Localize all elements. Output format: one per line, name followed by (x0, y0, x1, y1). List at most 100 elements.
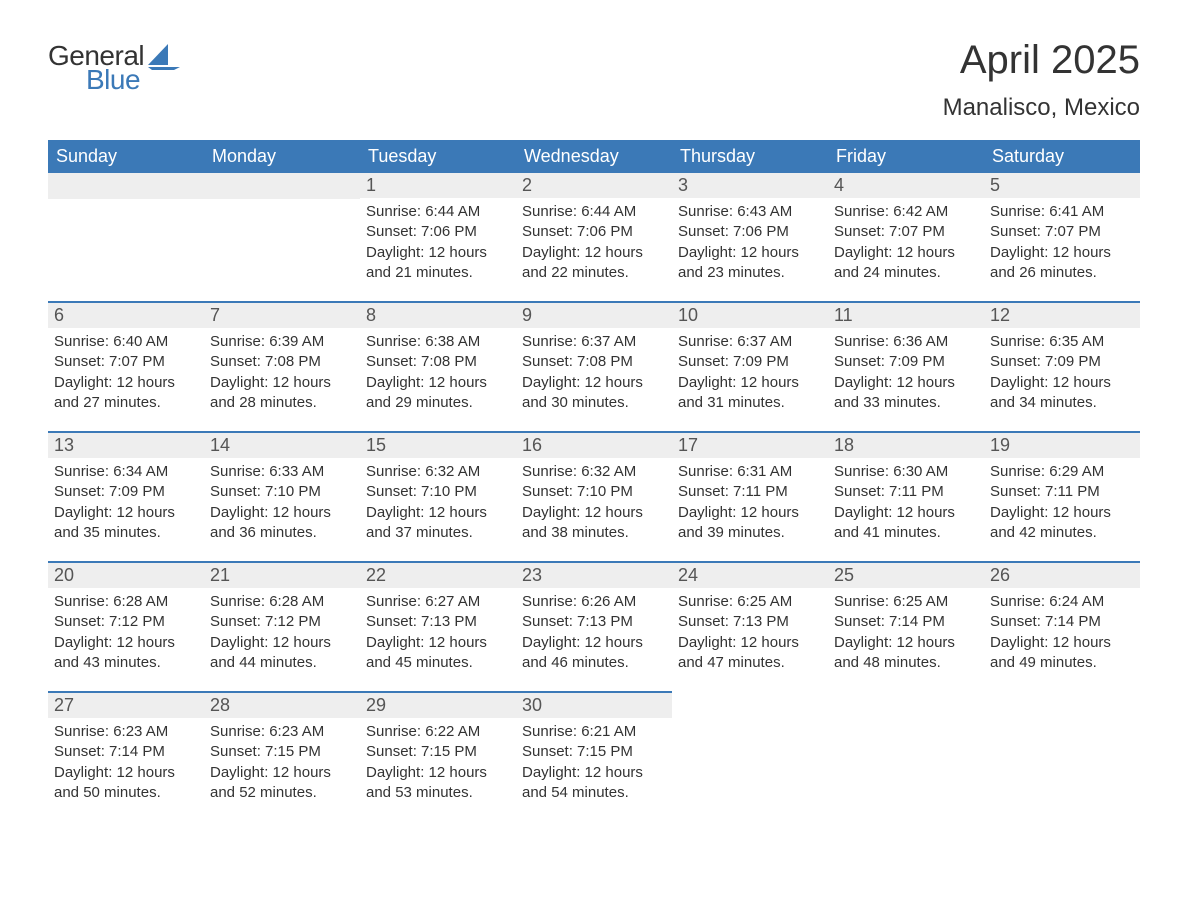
day-info: Sunrise: 6:39 AMSunset: 7:08 PMDaylight:… (210, 332, 354, 413)
day-info: Sunrise: 6:41 AMSunset: 7:07 PMDaylight:… (990, 202, 1134, 283)
day-info-line: Sunrise: 6:32 AM (366, 462, 510, 482)
day-info-line: Daylight: 12 hours (366, 373, 510, 393)
day-info-line: Sunset: 7:10 PM (366, 482, 510, 502)
day-info-line: Daylight: 12 hours (990, 243, 1134, 263)
day-info-line: and 29 minutes. (366, 393, 510, 413)
day-header: Wednesday (516, 140, 672, 173)
day-info-line: Sunrise: 6:31 AM (678, 462, 822, 482)
day-number: 5 (984, 173, 1140, 198)
day-info-line: Sunset: 7:12 PM (54, 612, 198, 632)
day-cell: 16Sunrise: 6:32 AMSunset: 7:10 PMDayligh… (516, 431, 672, 561)
day-number: 1 (360, 173, 516, 198)
day-number: 11 (828, 301, 984, 328)
day-info-line: and 33 minutes. (834, 393, 978, 413)
day-info: Sunrise: 6:28 AMSunset: 7:12 PMDaylight:… (54, 592, 198, 673)
day-info-line: Sunrise: 6:25 AM (834, 592, 978, 612)
day-info-line: Daylight: 12 hours (678, 373, 822, 393)
day-info-line: Daylight: 12 hours (210, 763, 354, 783)
day-info-line: and 24 minutes. (834, 263, 978, 283)
day-info-line: Sunset: 7:09 PM (990, 352, 1134, 372)
day-number: 23 (516, 561, 672, 588)
day-info-line: Daylight: 12 hours (366, 763, 510, 783)
day-info-line: Sunset: 7:10 PM (522, 482, 666, 502)
day-info: Sunrise: 6:36 AMSunset: 7:09 PMDaylight:… (834, 332, 978, 413)
day-info: Sunrise: 6:35 AMSunset: 7:09 PMDaylight:… (990, 332, 1134, 413)
day-info-line: Daylight: 12 hours (54, 503, 198, 523)
day-info-line: Sunrise: 6:28 AM (210, 592, 354, 612)
day-info-line: Sunset: 7:06 PM (678, 222, 822, 242)
day-number: 22 (360, 561, 516, 588)
day-number-blank (204, 173, 360, 199)
logo: General Blue (48, 40, 180, 96)
week-row: 27Sunrise: 6:23 AMSunset: 7:14 PMDayligh… (48, 691, 1140, 821)
day-info-line: Sunset: 7:11 PM (990, 482, 1134, 502)
day-cell: 22Sunrise: 6:27 AMSunset: 7:13 PMDayligh… (360, 561, 516, 691)
week-row: 13Sunrise: 6:34 AMSunset: 7:09 PMDayligh… (48, 431, 1140, 561)
day-number: 28 (204, 691, 360, 718)
day-cell: 24Sunrise: 6:25 AMSunset: 7:13 PMDayligh… (672, 561, 828, 691)
day-info: Sunrise: 6:34 AMSunset: 7:09 PMDaylight:… (54, 462, 198, 543)
day-header: Sunday (48, 140, 204, 173)
day-info-line: Sunset: 7:08 PM (366, 352, 510, 372)
day-info-line: Daylight: 12 hours (54, 763, 198, 783)
day-info-line: and 44 minutes. (210, 653, 354, 673)
day-info-line: Sunrise: 6:39 AM (210, 332, 354, 352)
day-info-line: and 41 minutes. (834, 523, 978, 543)
day-number: 30 (516, 691, 672, 718)
day-info-line: Sunrise: 6:23 AM (54, 722, 198, 742)
day-info-line: and 46 minutes. (522, 653, 666, 673)
day-info: Sunrise: 6:44 AMSunset: 7:06 PMDaylight:… (522, 202, 666, 283)
day-info-line: and 38 minutes. (522, 523, 666, 543)
day-info-line: and 54 minutes. (522, 783, 666, 803)
day-info-line: Sunrise: 6:22 AM (366, 722, 510, 742)
day-info-line: and 47 minutes. (678, 653, 822, 673)
day-info-line: Daylight: 12 hours (990, 633, 1134, 653)
day-info-line: Sunrise: 6:21 AM (522, 722, 666, 742)
day-info: Sunrise: 6:32 AMSunset: 7:10 PMDaylight:… (366, 462, 510, 543)
day-info-line: Sunset: 7:11 PM (678, 482, 822, 502)
day-info-line: Sunset: 7:09 PM (54, 482, 198, 502)
title-block: April 2025 Manalisco, Mexico (943, 40, 1140, 122)
day-info-line: and 23 minutes. (678, 263, 822, 283)
day-info-line: and 39 minutes. (678, 523, 822, 543)
day-info-line: Daylight: 12 hours (522, 503, 666, 523)
day-cell: 4Sunrise: 6:42 AMSunset: 7:07 PMDaylight… (828, 173, 984, 301)
day-cell: 29Sunrise: 6:22 AMSunset: 7:15 PMDayligh… (360, 691, 516, 821)
day-info-line: Sunrise: 6:44 AM (366, 202, 510, 222)
day-info-line: Daylight: 12 hours (990, 503, 1134, 523)
header: General Blue April 2025 Manalisco, Mexic… (48, 40, 1140, 122)
day-info: Sunrise: 6:29 AMSunset: 7:11 PMDaylight:… (990, 462, 1134, 543)
day-info-line: Sunrise: 6:24 AM (990, 592, 1134, 612)
day-info-line: Daylight: 12 hours (834, 243, 978, 263)
day-info-line: and 27 minutes. (54, 393, 198, 413)
day-info-line: Sunrise: 6:32 AM (522, 462, 666, 482)
day-info-line: Sunrise: 6:26 AM (522, 592, 666, 612)
day-header-row: SundayMondayTuesdayWednesdayThursdayFrid… (48, 140, 1140, 173)
day-cell: 12Sunrise: 6:35 AMSunset: 7:09 PMDayligh… (984, 301, 1140, 431)
day-info-line: Sunrise: 6:40 AM (54, 332, 198, 352)
day-cell: 25Sunrise: 6:25 AMSunset: 7:14 PMDayligh… (828, 561, 984, 691)
day-info-line: and 45 minutes. (366, 653, 510, 673)
day-info-line: and 43 minutes. (54, 653, 198, 673)
day-cell (828, 691, 984, 821)
day-cell: 8Sunrise: 6:38 AMSunset: 7:08 PMDaylight… (360, 301, 516, 431)
day-info-line: and 31 minutes. (678, 393, 822, 413)
day-info-line: Sunset: 7:14 PM (834, 612, 978, 632)
day-number: 6 (48, 301, 204, 328)
day-info: Sunrise: 6:30 AMSunset: 7:11 PMDaylight:… (834, 462, 978, 543)
day-number: 15 (360, 431, 516, 458)
day-cell (204, 173, 360, 301)
day-info-line: Daylight: 12 hours (54, 633, 198, 653)
day-info-line: and 30 minutes. (522, 393, 666, 413)
day-info: Sunrise: 6:37 AMSunset: 7:09 PMDaylight:… (678, 332, 822, 413)
day-info: Sunrise: 6:28 AMSunset: 7:12 PMDaylight:… (210, 592, 354, 673)
day-info-line: Sunrise: 6:23 AM (210, 722, 354, 742)
day-info-line: and 48 minutes. (834, 653, 978, 673)
day-info-line: Daylight: 12 hours (210, 373, 354, 393)
day-info-line: and 42 minutes. (990, 523, 1134, 543)
day-info-line: Sunset: 7:07 PM (54, 352, 198, 372)
day-info-line: Daylight: 12 hours (522, 243, 666, 263)
day-info-line: Daylight: 12 hours (366, 503, 510, 523)
day-info: Sunrise: 6:31 AMSunset: 7:11 PMDaylight:… (678, 462, 822, 543)
day-info-line: Sunset: 7:07 PM (990, 222, 1134, 242)
